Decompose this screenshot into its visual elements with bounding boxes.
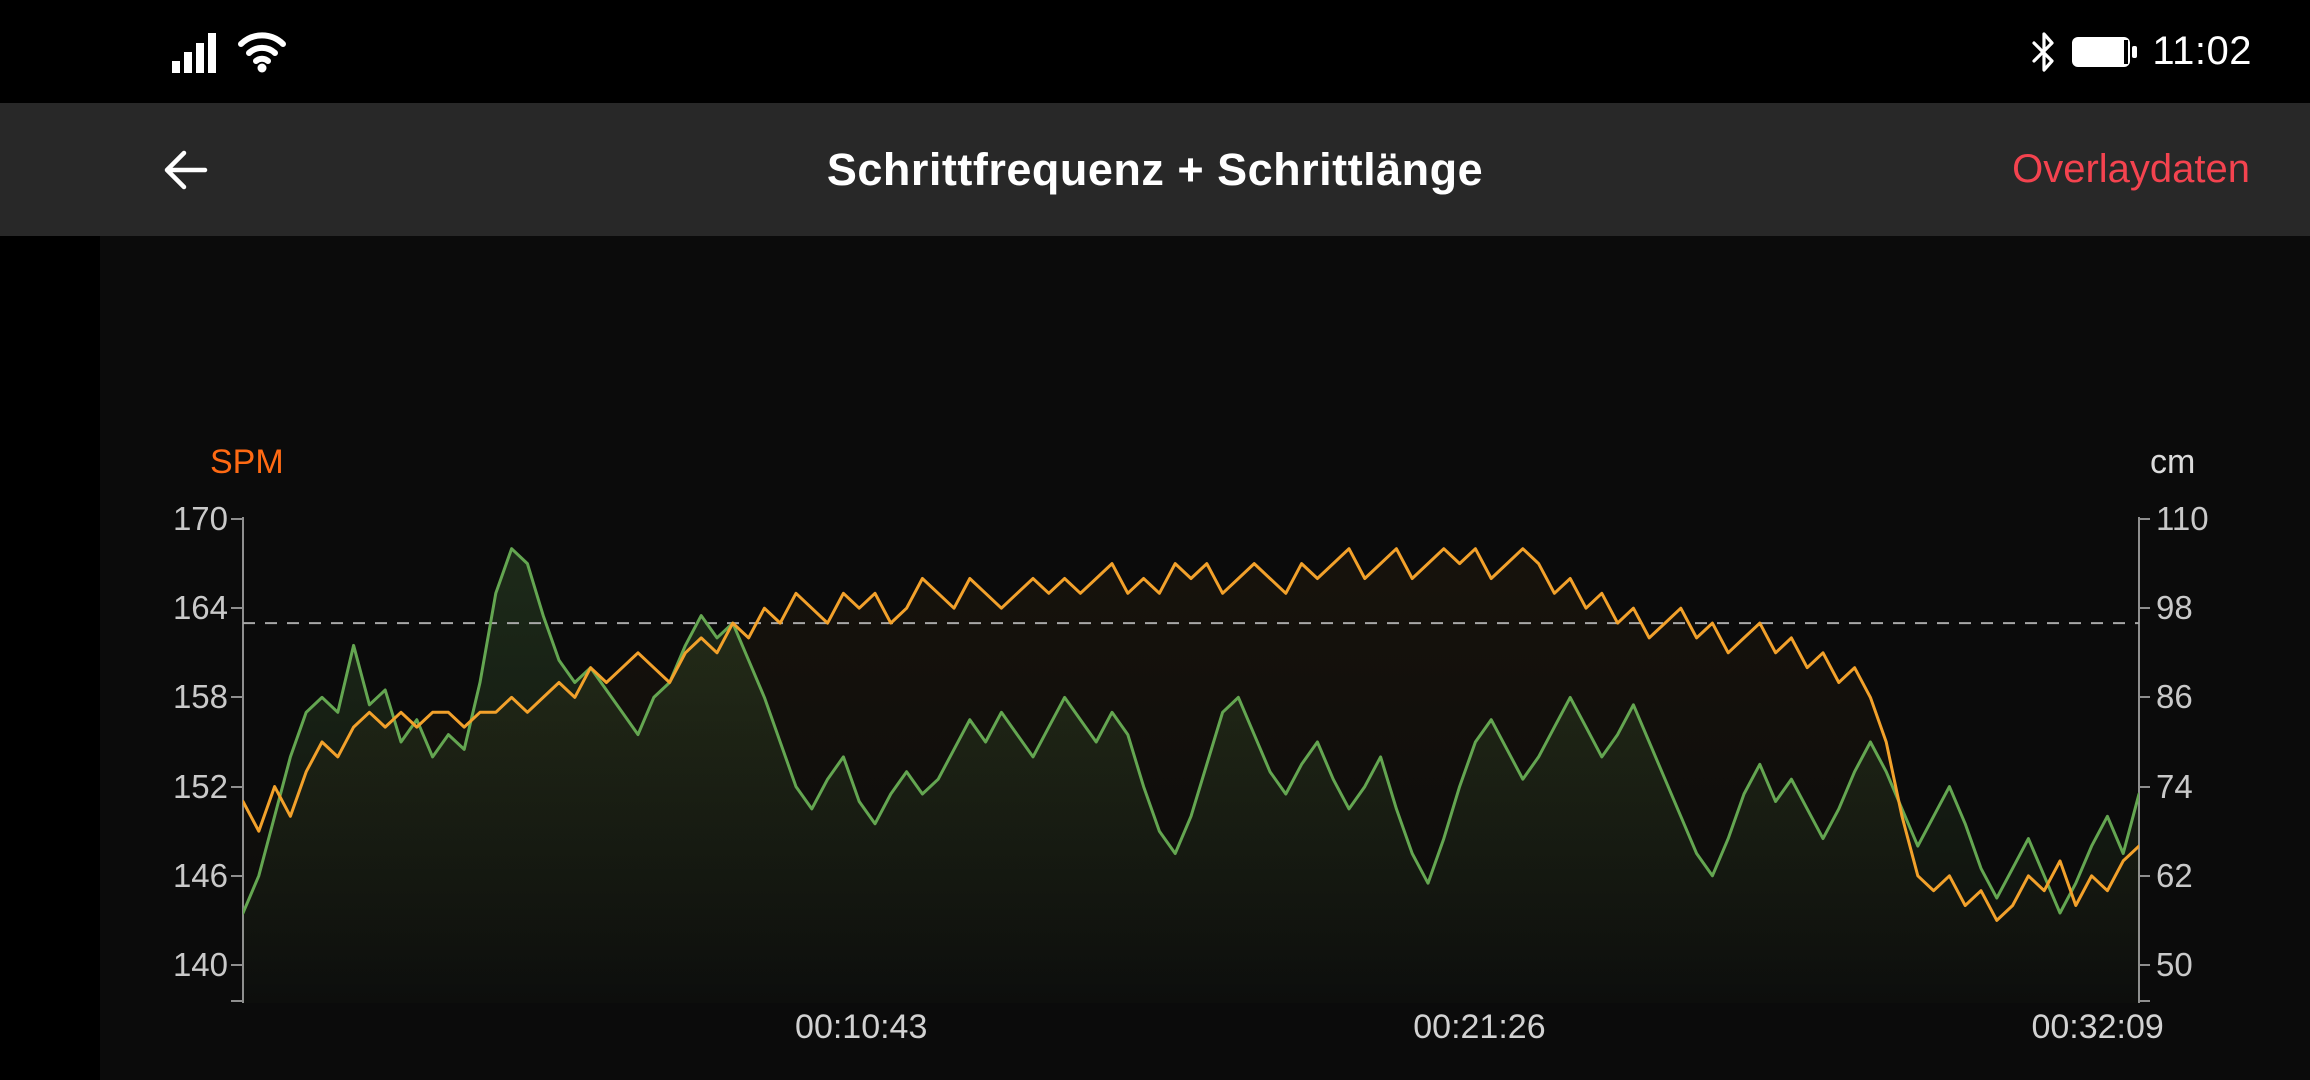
left-axis-tick-label: 140 [172,946,228,983]
x-axis-tick-label: 00:32:09 [2031,1008,2164,1046]
right-axis-tick [2139,518,2150,520]
left-y-axis-line [242,517,244,1003]
right-axis-tick [2139,785,2150,788]
status-bar-left [172,0,288,103]
line-schrittfrequenz [243,547,2139,922]
wifi-icon [236,31,288,73]
right-axis-tick [2139,607,2150,610]
chart-plot[interactable] [243,517,2139,1003]
app-bar: Schrittfrequenz + Schrittlänge Overlayda… [0,103,2310,236]
left-axis-tick-label: 152 [172,767,228,805]
left-axis-tick [231,874,242,877]
left-axis-tick [231,1000,242,1002]
right-axis-tick [2139,696,2150,699]
back-arrow-icon [159,146,211,194]
signal-icon [172,31,218,73]
right-axis-tick-label: 50 [2156,946,2193,983]
left-axis-title: SPM [210,443,284,481]
right-axis-tick-label: 74 [2156,767,2193,805]
right-axis-tick [2139,1000,2150,1002]
right-axis-tick-label: 110 [2156,500,2209,537]
right-axis-tick-label: 62 [2156,856,2193,894]
left-axis-tick [231,607,242,610]
overlaydaten-button[interactable]: Overlaydaten [2012,103,2250,236]
left-axis-tick-label: 164 [172,589,228,627]
left-axis-tick-label: 170 [172,500,228,537]
left-axis-tick [231,964,242,966]
status-time: 11:02 [2152,29,2252,73]
left-axis-tick [231,785,242,788]
x-axis-tick-label: 00:10:43 [795,1008,928,1046]
area-schrittfrequenz [243,548,2139,1003]
right-y-axis-line [2138,517,2140,1003]
bluetooth-icon [2030,31,2058,73]
line-schrittlänge [243,547,2139,915]
left-axis-tick-label: 158 [172,678,228,716]
left-axis-tick-label: 146 [172,856,228,894]
page-title: Schrittfrequenz + Schrittlänge [826,143,1484,195]
back-button[interactable] [130,103,240,236]
status-bar: 11:02 [0,0,2310,103]
left-axis-tick [231,518,242,520]
right-axis-tick-label: 86 [2156,678,2193,716]
battery-icon [2072,35,2138,69]
right-axis-tick-label: 98 [2156,589,2193,627]
status-bar-right: 11:02 [2030,0,2252,103]
right-axis-tick [2139,874,2150,877]
left-axis-tick [231,696,242,699]
x-axis-tick-label: 00:21:26 [1413,1008,1546,1046]
right-axis-title: cm [2150,443,2196,481]
right-axis-tick [2139,964,2150,966]
